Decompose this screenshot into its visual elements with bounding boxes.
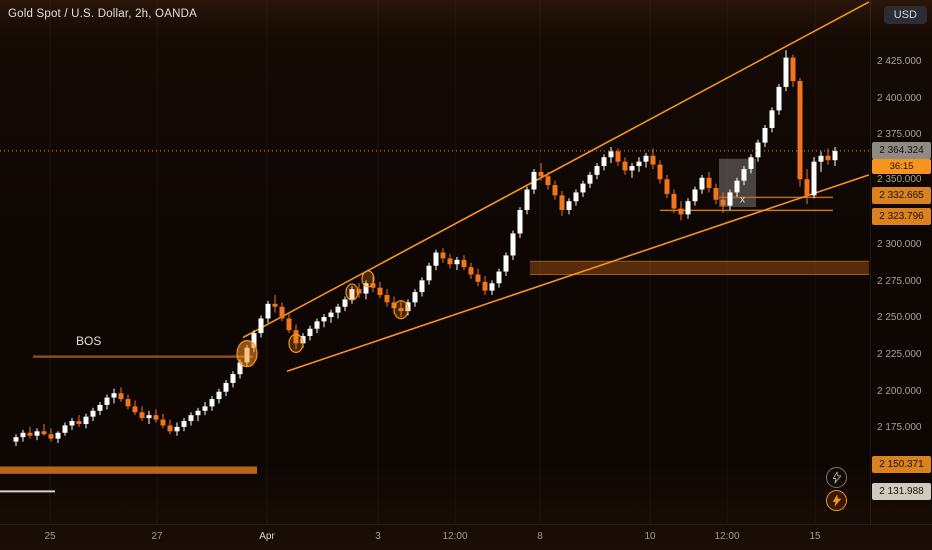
time-tick: Apr [259,531,275,542]
lightning-icon [832,471,842,484]
price-tick: 2 375.000 [877,129,922,141]
markers-layer [236,270,409,368]
price-tick: 2 400.000 [877,92,922,104]
time-tick: 12:00 [714,531,740,542]
price-alert-badge[interactable]: 2 131.988 [872,482,931,500]
annotations-layer: BOS x [76,195,745,348]
time-tick: 27 [151,531,163,542]
lightning-icon-active [832,494,842,507]
price-tick: 2 425.000 [877,56,922,67]
price-tick: 2 275.000 [877,275,922,287]
price-tick: 2 300.000 [877,239,922,251]
quick-trade-button[interactable] [826,467,847,488]
time-tick: 3 [375,531,381,542]
time-tick: 25 [44,531,56,542]
price-alert-badge[interactable]: 2 332.665 [872,186,931,204]
last-price-badge[interactable]: 2 364.324 [872,142,931,160]
trendlines-layer [242,1,870,372]
price-alert-badge[interactable]: 2 150.371 [872,455,931,473]
candlestick-chart[interactable]: BOS x [0,0,870,524]
zones-layer [0,158,869,474]
price-alert-badge[interactable]: 2 323.796 [872,207,931,225]
time-tick: 8 [537,531,543,542]
quick-trade-button-active[interactable] [826,490,847,511]
bos-label: BOS [76,334,101,348]
price-axis[interactable]: USD 2 425.000 2 400.000 2 375.000 2 350.000… [870,0,932,524]
time-axis[interactable]: 25 27 Apr 3 12:00 8 10 12:00 15 [0,524,932,550]
levels-layer [0,196,833,493]
price-tick: 2 225.000 [877,349,922,361]
candles-layer [13,50,838,446]
currency-button[interactable]: USD [883,6,927,24]
time-tick: 10 [644,531,656,542]
time-tick: 12:00 [442,531,468,542]
symbol-title: Gold Spot / U.S. Dollar, 2h, OANDA [8,8,197,20]
price-tick: 2 175.000 [877,422,922,434]
bar-countdown-badge[interactable]: 36:15 [872,159,931,175]
time-tick: 15 [809,531,821,542]
x-annotation: x [740,195,745,206]
price-tick: 2 200.000 [877,385,922,397]
price-tick: 2 250.000 [877,312,922,324]
price-tick: 2 350.000 [877,173,922,185]
